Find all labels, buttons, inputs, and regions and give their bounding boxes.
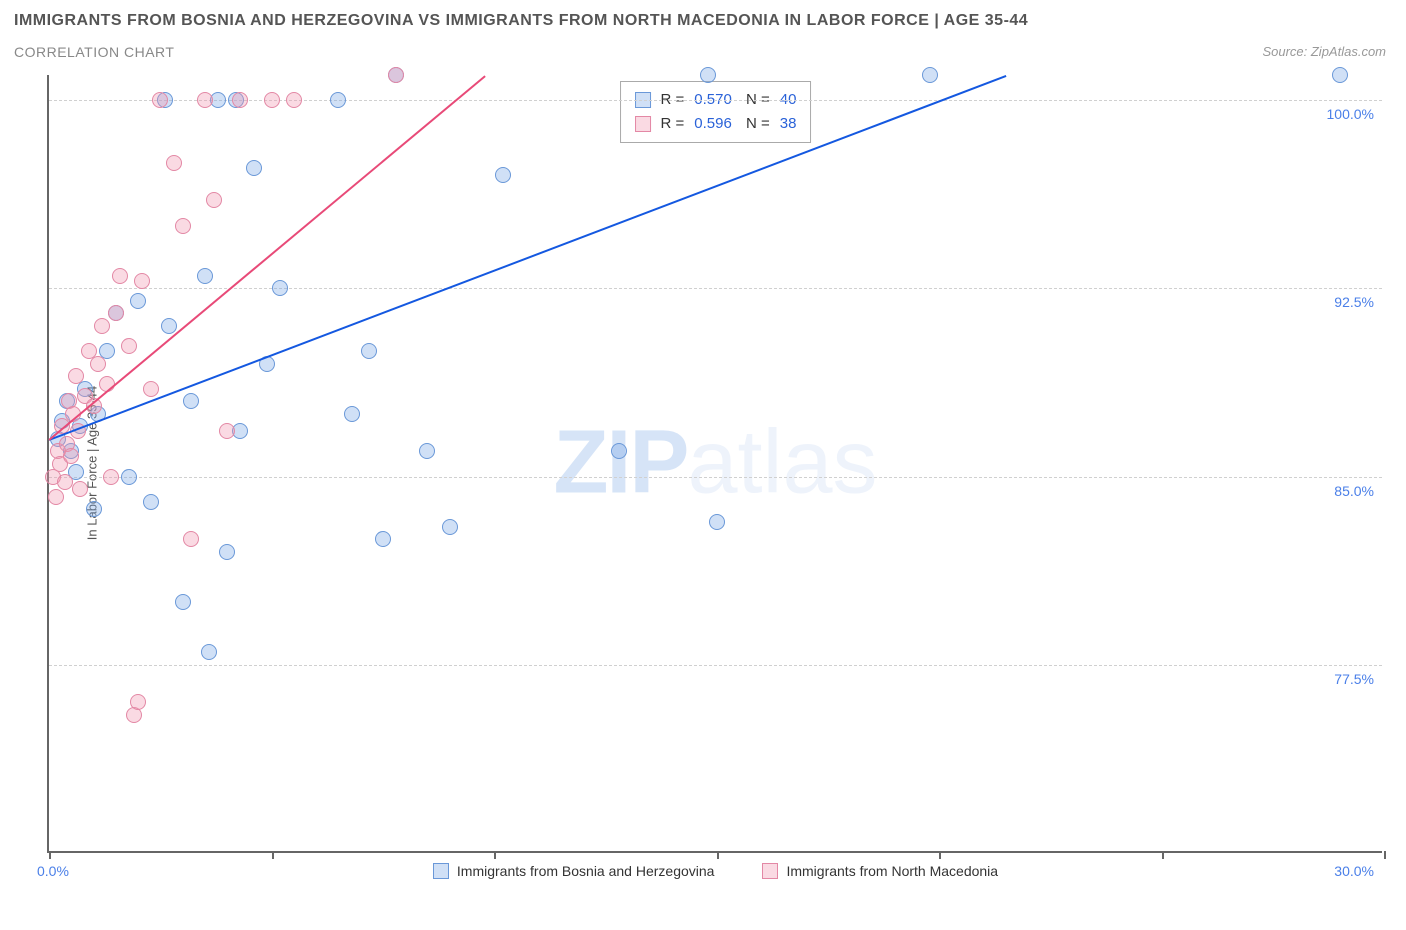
scatter-point xyxy=(700,67,716,83)
y-tick-label: 85.0% xyxy=(1334,483,1374,499)
gridline xyxy=(49,665,1382,666)
scatter-point xyxy=(48,489,64,505)
scatter-point xyxy=(63,448,79,464)
x-tick xyxy=(939,851,941,859)
scatter-point xyxy=(246,160,262,176)
scatter-point xyxy=(103,469,119,485)
x-tick xyxy=(1162,851,1164,859)
bottom-legend: Immigrants from Bosnia and Herzegovina Im… xyxy=(49,863,1382,879)
scatter-point xyxy=(495,167,511,183)
scatter-point xyxy=(922,67,938,83)
scatter-point xyxy=(130,694,146,710)
legend-swatch xyxy=(635,116,651,132)
scatter-point xyxy=(611,443,627,459)
scatter-point xyxy=(175,218,191,234)
scatter-point xyxy=(183,393,199,409)
scatter-point xyxy=(442,519,458,535)
scatter-point xyxy=(161,318,177,334)
scatter-point xyxy=(143,381,159,397)
stat-legend-row: R = 0.596 N = 38 xyxy=(635,112,797,136)
y-tick-label: 100.0% xyxy=(1327,106,1374,122)
scatter-point xyxy=(143,494,159,510)
stat-n-value: 38 xyxy=(780,112,797,136)
scatter-point xyxy=(375,531,391,547)
scatter-point xyxy=(272,280,288,296)
scatter-point xyxy=(134,273,150,289)
x-tick xyxy=(49,851,51,859)
scatter-point xyxy=(183,531,199,547)
y-tick-label: 77.5% xyxy=(1334,671,1374,687)
scatter-point xyxy=(130,293,146,309)
scatter-point xyxy=(709,514,725,530)
stat-legend: R =0.570 N =40R =0.596 N =38 xyxy=(620,81,812,143)
y-tick-label: 92.5% xyxy=(1334,294,1374,310)
page-subtitle: CORRELATION CHART xyxy=(14,44,174,60)
scatter-point xyxy=(86,501,102,517)
scatter-point xyxy=(1332,67,1348,83)
scatter-point xyxy=(264,92,280,108)
scatter-point xyxy=(94,318,110,334)
trend-line xyxy=(49,75,1006,441)
scatter-point xyxy=(197,268,213,284)
scatter-point xyxy=(197,92,213,108)
page-title: IMMIGRANTS FROM BOSNIA AND HERZEGOVINA V… xyxy=(14,12,1028,30)
scatter-point xyxy=(219,544,235,560)
scatter-point xyxy=(72,481,88,497)
scatter-point xyxy=(166,155,182,171)
scatter-point xyxy=(175,594,191,610)
scatter-point xyxy=(232,92,248,108)
stat-r-value: 0.596 xyxy=(694,112,732,136)
gridline xyxy=(49,477,1382,478)
scatter-point xyxy=(121,469,137,485)
stat-label: R = xyxy=(661,112,685,136)
x-tick xyxy=(272,851,274,859)
scatter-point xyxy=(121,338,137,354)
x-tick xyxy=(717,851,719,859)
watermark-text-a: ZIP xyxy=(553,413,687,513)
watermark-text-b: atlas xyxy=(687,413,877,513)
legend-swatch xyxy=(762,863,778,879)
scatter-point xyxy=(219,423,235,439)
legend-label: Immigrants from Bosnia and Herzegovina xyxy=(457,863,715,879)
scatter-point xyxy=(388,67,404,83)
scatter-point xyxy=(57,474,73,490)
watermark: ZIPatlas xyxy=(553,412,877,515)
scatter-point xyxy=(201,644,217,660)
source-attribution: Source: ZipAtlas.com xyxy=(1262,44,1386,59)
scatter-point xyxy=(419,443,435,459)
legend-item: Immigrants from Bosnia and Herzegovina xyxy=(433,863,715,879)
gridline xyxy=(49,100,1382,101)
gridline xyxy=(49,288,1382,289)
scatter-point xyxy=(330,92,346,108)
scatter-point xyxy=(361,343,377,359)
stat-label: N = xyxy=(742,112,770,136)
scatter-point xyxy=(344,406,360,422)
x-tick xyxy=(494,851,496,859)
scatter-point xyxy=(108,305,124,321)
scatter-point xyxy=(90,356,106,372)
legend-label: Immigrants from North Macedonia xyxy=(786,863,998,879)
scatter-point xyxy=(206,192,222,208)
legend-item: Immigrants from North Macedonia xyxy=(762,863,998,879)
correlation-chart: In Labor Force | Age 35-44 ZIPatlas R =0… xyxy=(47,75,1382,853)
scatter-point xyxy=(112,268,128,284)
trend-line xyxy=(48,75,485,440)
scatter-point xyxy=(286,92,302,108)
legend-swatch xyxy=(433,863,449,879)
scatter-point xyxy=(152,92,168,108)
x-tick xyxy=(1384,851,1386,859)
scatter-point xyxy=(68,368,84,384)
